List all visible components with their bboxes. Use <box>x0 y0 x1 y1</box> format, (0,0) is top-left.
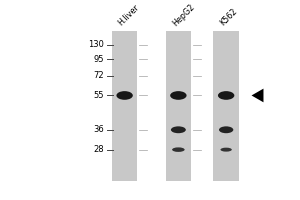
Ellipse shape <box>220 148 232 152</box>
Text: 130: 130 <box>88 40 104 49</box>
Text: 55: 55 <box>93 91 104 100</box>
Bar <box>112 31 137 181</box>
Text: 95: 95 <box>93 55 104 64</box>
Bar <box>166 31 191 181</box>
Ellipse shape <box>171 126 186 133</box>
Ellipse shape <box>170 91 187 100</box>
Ellipse shape <box>116 91 133 100</box>
Text: 72: 72 <box>93 71 104 80</box>
Text: HepG2: HepG2 <box>170 2 196 28</box>
Ellipse shape <box>172 147 184 152</box>
Ellipse shape <box>219 126 233 133</box>
Text: H.liver: H.liver <box>117 3 141 28</box>
Text: 28: 28 <box>93 145 104 154</box>
Ellipse shape <box>218 91 234 100</box>
Text: K562: K562 <box>218 7 239 28</box>
Text: 36: 36 <box>93 125 104 134</box>
Polygon shape <box>251 89 263 102</box>
Bar <box>214 31 239 181</box>
